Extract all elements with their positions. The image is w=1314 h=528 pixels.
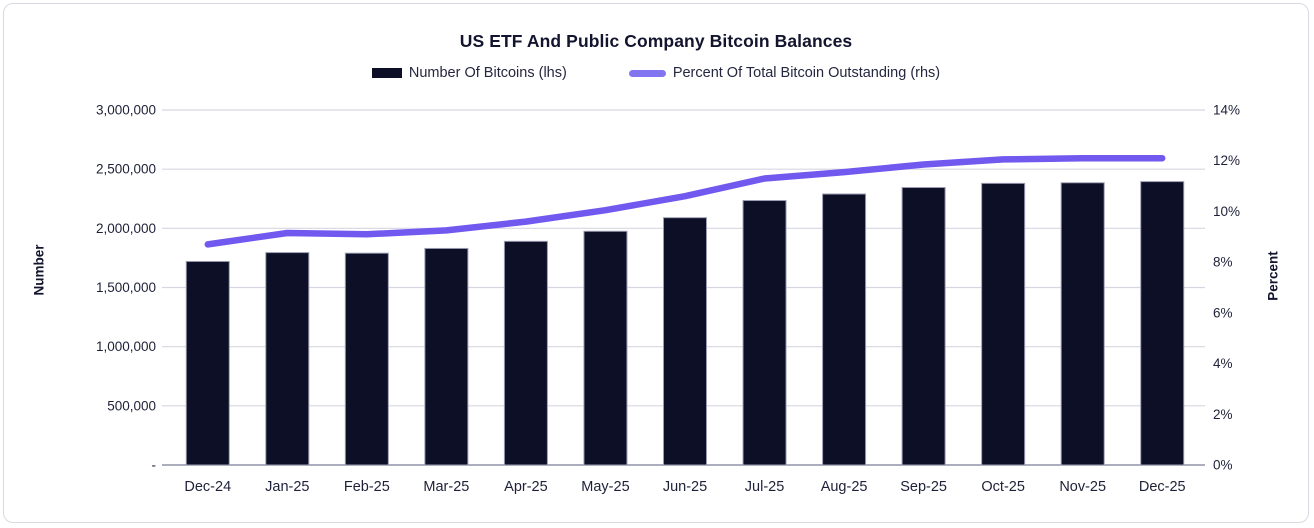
x-axis-tick-label: Jul-25	[745, 479, 785, 495]
bar-Jan-25	[265, 252, 310, 466]
bar-Jul-25	[742, 200, 787, 466]
x-axis-tick-label: Aug-25	[821, 479, 868, 495]
x-axis-tick-label: Mar-25	[423, 479, 469, 495]
chart-title: US ETF And Public Company Bitcoin Balanc…	[459, 31, 853, 51]
bar-Dec-25	[1140, 181, 1185, 466]
x-axis-tick-label: Feb-25	[344, 479, 390, 495]
bar-Feb-25	[344, 252, 389, 466]
right-axis-tick-label: 14%	[1213, 103, 1240, 118]
x-axis-tick-label: Apr-25	[504, 479, 548, 495]
bar-Mar-25	[424, 247, 469, 466]
left-axis-tick-label: 2,500,000	[96, 162, 156, 177]
legend-line-label: Percent Of Total Bitcoin Outstanding (rh…	[672, 65, 941, 81]
bar-Dec-24	[185, 260, 230, 466]
bar-Sep-25	[901, 187, 946, 466]
legend-item-line: Percent Of Total Bitcoin Outstanding (rh…	[628, 65, 941, 81]
left-axis-tick-label: 500,000	[107, 398, 156, 413]
right-axis-tick-label: 8%	[1213, 255, 1233, 270]
right-axis-tick-label: 2%	[1213, 407, 1233, 422]
x-axis-tick-label: Sep-25	[900, 479, 947, 495]
left-axis-tick-label: 2,000,000	[96, 221, 156, 236]
legend-item-bars: Number Of Bitcoins (lhs)	[371, 65, 567, 81]
x-axis-tick-label: Dec-24	[184, 479, 231, 495]
legend-bar-label: Number Of Bitcoins (lhs)	[408, 65, 567, 81]
x-axis-tick-label: Nov-25	[1059, 479, 1106, 495]
bar-series-swatch-icon	[371, 68, 402, 78]
right-axis-tick-label: 0%	[1213, 458, 1233, 473]
bar-Nov-25	[1060, 182, 1105, 466]
percent-line	[204, 154, 1166, 248]
right-axis-tick-label: 4%	[1213, 356, 1233, 371]
bar-Oct-25	[981, 182, 1026, 466]
left-axis-tick-label: 3,000,000	[96, 103, 156, 118]
line-series-swatch-icon	[628, 69, 666, 77]
left-axis-tick-label: -	[152, 458, 157, 473]
x-axis-tick-label: Jan-25	[265, 479, 309, 495]
bar-Apr-25	[503, 240, 548, 466]
x-axis-tick-label: Oct-25	[981, 479, 1025, 495]
bar-Jun-25	[663, 217, 707, 466]
bar-May-25	[583, 230, 628, 466]
x-axis-tick-label: May-25	[581, 479, 629, 495]
left-axis-tick-label: 1,000,000	[96, 339, 156, 354]
right-axis-tick-label: 10%	[1213, 204, 1240, 219]
right-axis-tick-label: 12%	[1213, 153, 1240, 168]
left-axis-tick-label: 1,500,000	[96, 280, 156, 295]
right-axis-tick-label: 6%	[1213, 305, 1233, 320]
x-axis-tick-label: Jun-25	[663, 479, 707, 495]
bar-Aug-25	[822, 193, 867, 466]
x-axis-tick-label: Dec-25	[1139, 479, 1186, 495]
chart-legend: Number Of Bitcoins (lhs) Percent Of Tota…	[4, 65, 1308, 81]
